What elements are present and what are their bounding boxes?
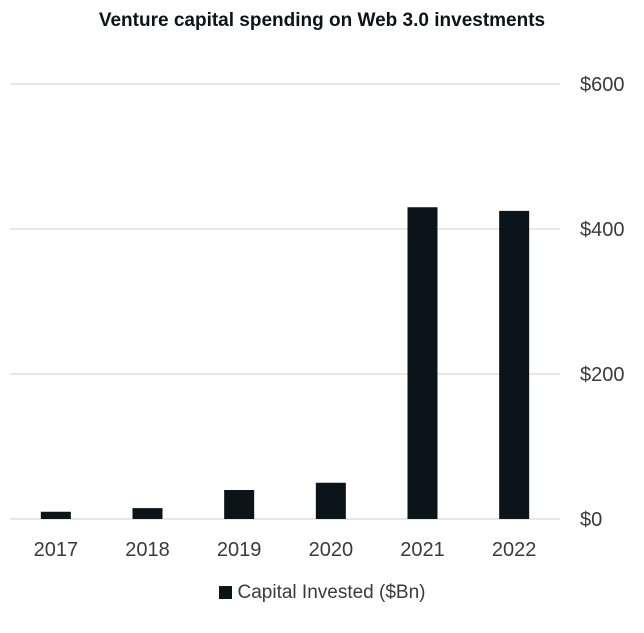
bar-2021 (407, 207, 438, 519)
bar-2022 (499, 210, 530, 519)
y-tick-label: $0 (580, 509, 602, 531)
x-tick-label: 2018 (125, 539, 170, 561)
bar-2017 (40, 511, 71, 519)
legend-swatch (218, 586, 232, 599)
x-tick-label: 2022 (492, 539, 537, 561)
chart-title: Venture capital spending on Web 3.0 inve… (98, 10, 546, 31)
legend: Capital Invested ($Bn) (0, 582, 644, 604)
x-tick-label: 2021 (400, 539, 445, 561)
y-tick-labels: $0 $200 $400 $600 (580, 74, 625, 531)
x-tick-labels: 2017 2018 2019 2020 2021 2022 (34, 539, 537, 561)
x-tick-label: 2020 (309, 539, 354, 561)
bars (40, 207, 530, 519)
bar-2018 (132, 508, 163, 519)
y-tick-label: $200 (580, 364, 625, 386)
bar-2019 (224, 490, 255, 519)
gridlines (10, 83, 560, 520)
y-tick-label: $400 (580, 219, 625, 241)
bar-2020 (315, 482, 346, 519)
x-tick-label: 2019 (217, 539, 262, 561)
legend-label: Capital Invested ($Bn) (237, 582, 426, 603)
y-tick-label: $600 (580, 74, 625, 96)
x-tick-label: 2017 (34, 539, 79, 561)
